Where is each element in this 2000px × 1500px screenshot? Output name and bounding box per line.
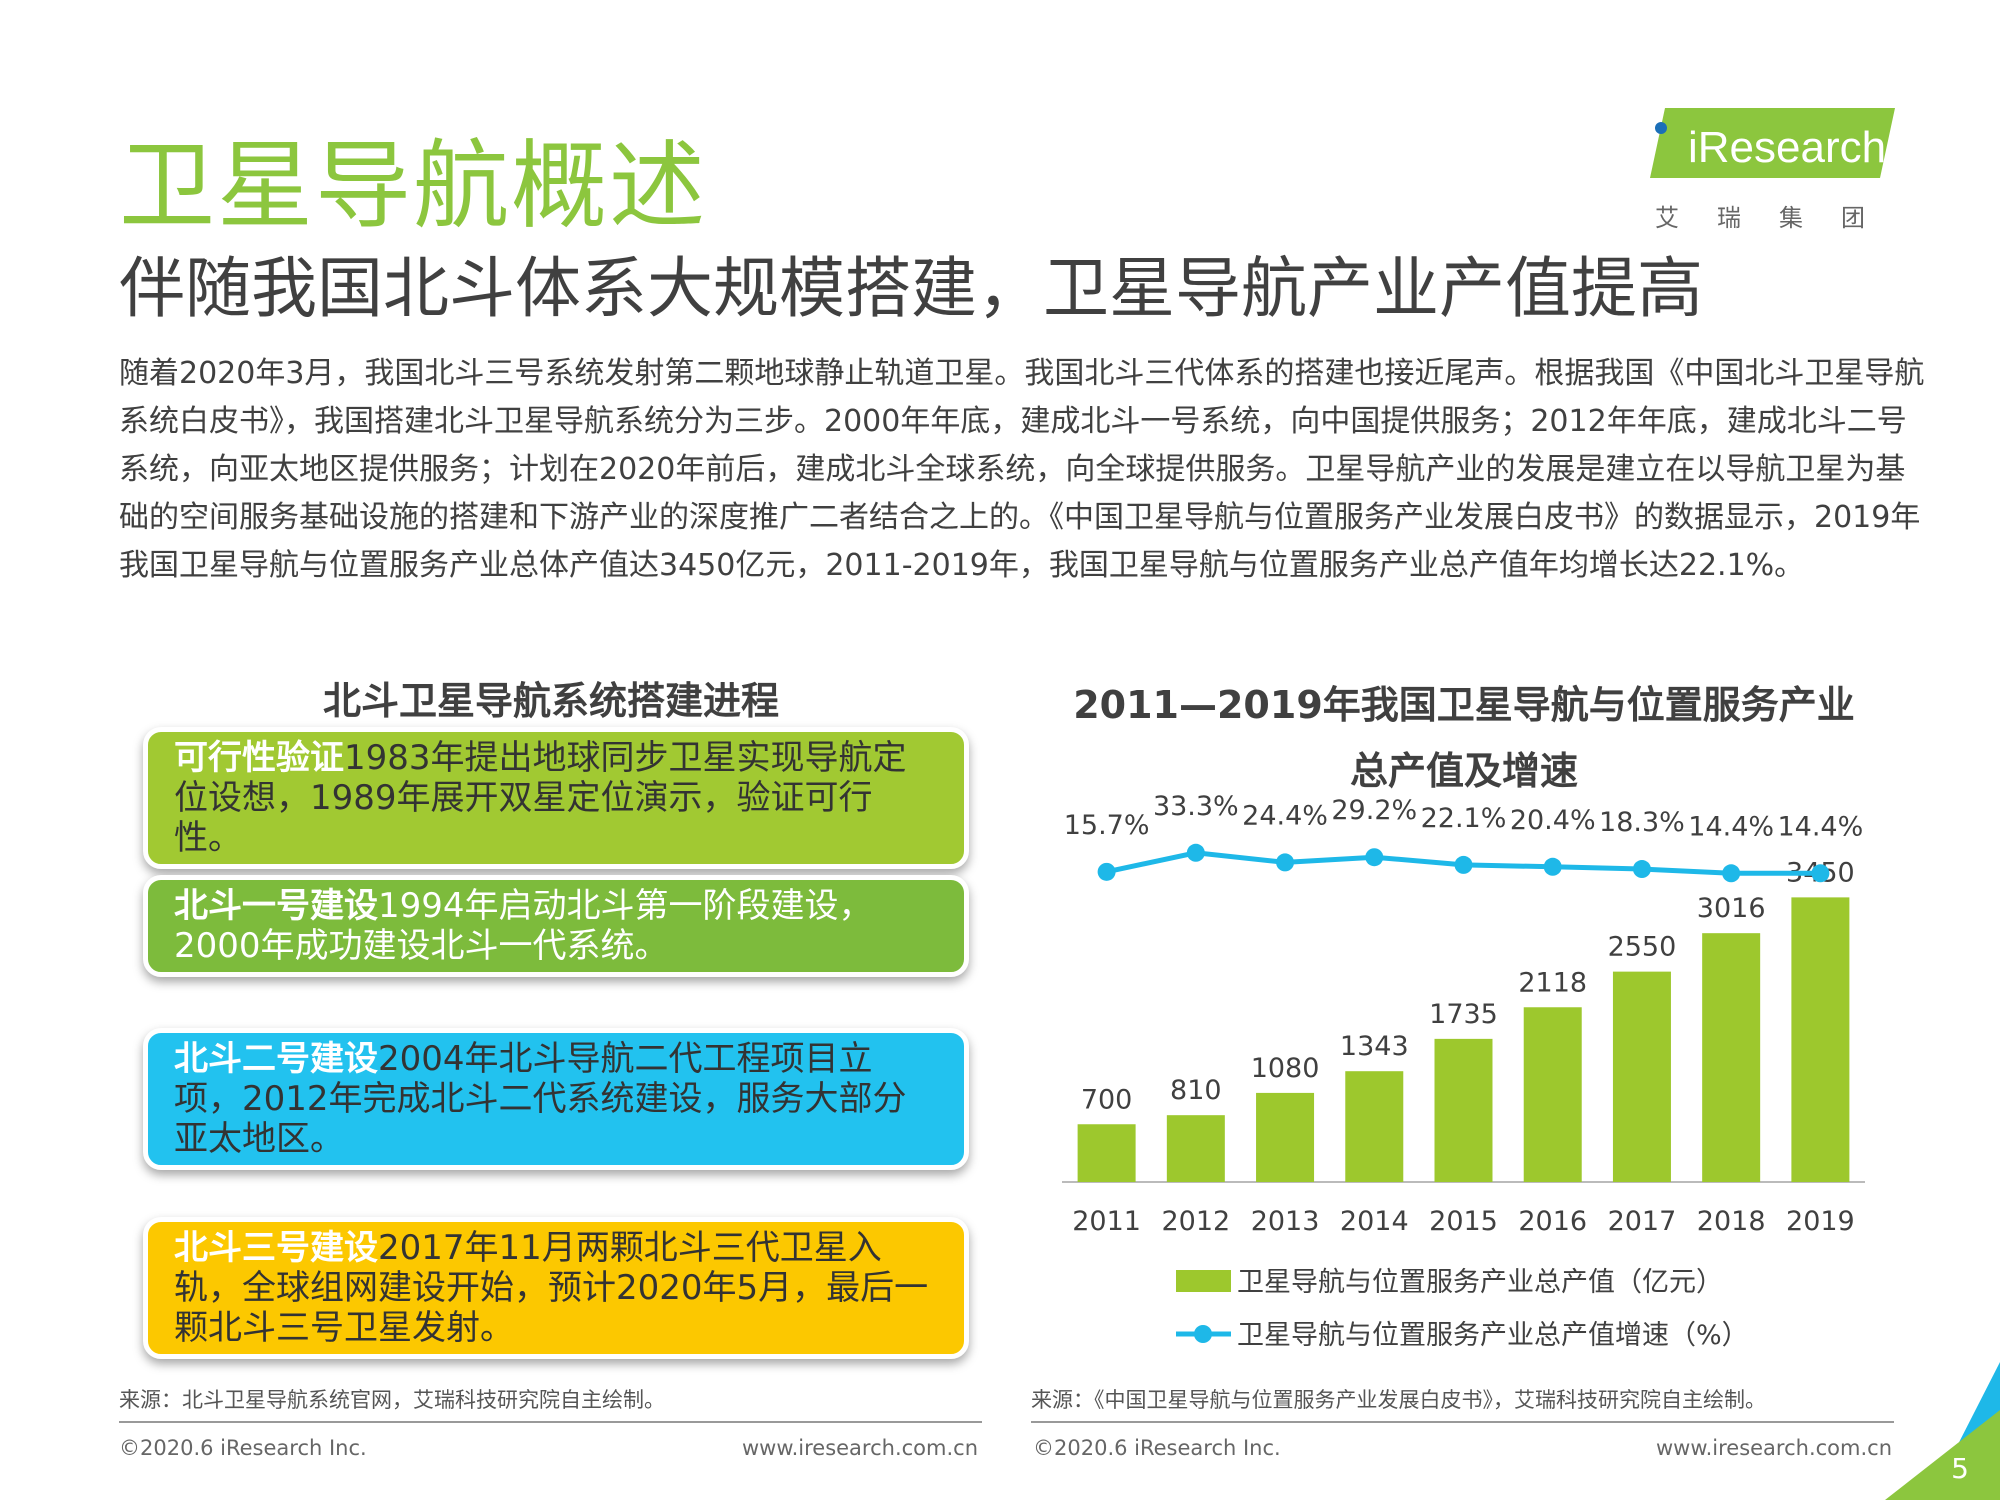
x-tick-label: 2014 [1340, 1206, 1409, 1237]
copyright: ©2020.6 iResearch Inc. [1033, 1436, 1281, 1460]
x-tick-label: 2016 [1518, 1206, 1587, 1237]
bar [1077, 1124, 1136, 1182]
logo-sub: 艾瑞集团 [1655, 204, 1903, 232]
x-tick-label: 2019 [1786, 1206, 1855, 1237]
bar [1523, 1007, 1582, 1182]
bar [1702, 933, 1761, 1182]
value-label: 700 [1081, 1084, 1133, 1115]
step-label: 北斗三号建设 [174, 1228, 378, 1268]
step-text: 1994年启动北斗第一阶段建设，2000年成功建设北斗一代系统。 [174, 886, 873, 966]
website: www.iresearch.com.cn [742, 1436, 979, 1460]
value-label: 1080 [1251, 1053, 1320, 1084]
value-label: 22.1% [1421, 803, 1507, 834]
paragraph: 随着2020年3月，我国北斗三号系统发射第二颗地球静止轨道卫星。我国北斗三代体系… [119, 356, 1925, 583]
legend-label: 卫星导航与位置服务产业总产值（亿元） [1237, 1267, 1723, 1298]
step-text: 2017年11月两颗北斗三代卫星入轨，全球组网建设开始，预计2020年5月，最后… [174, 1228, 929, 1348]
point [1811, 864, 1830, 883]
point [1365, 848, 1384, 867]
page-number: 5 [1951, 1452, 1969, 1485]
legend-swatch [1194, 1325, 1212, 1343]
step-label: 北斗二号建设 [174, 1039, 378, 1079]
source: 来源：《中国卫星导航与位置服务产业发展白皮书》，艾瑞科技研究院自主绘制。 [1031, 1388, 1766, 1412]
point [1276, 853, 1295, 872]
x-tick-label: 2012 [1161, 1206, 1230, 1237]
step-text: 2004年北斗导航二代工程项目立项，2012年完成北斗二代系统建设，服务大部分亚… [174, 1039, 907, 1159]
logo-dot [1655, 122, 1667, 134]
process-title: 北斗卫星导航系统搭建进程 [322, 679, 779, 723]
logo: iResearch [1688, 123, 1887, 172]
value-label: 1343 [1340, 1031, 1409, 1062]
value-label: 29.2% [1331, 795, 1417, 826]
value-label: 1735 [1429, 999, 1498, 1030]
point [1543, 857, 1562, 876]
source: 来源：北斗卫星导航系统官网，艾瑞科技研究院自主绘制。 [119, 1388, 665, 1412]
step-text: 1983年提出地球同步卫星实现导航定位设想，1989年展开双星定位演示，验证可行… [174, 738, 907, 858]
website: www.iresearch.com.cn [1656, 1436, 1893, 1460]
x-tick-label: 2015 [1429, 1206, 1498, 1237]
step-label: 北斗一号建设 [174, 886, 378, 926]
step-box: 可行性验证1983年提出地球同步卫星实现导航定位设想，1989年展开双星定位演示… [143, 727, 969, 869]
step-box: 北斗二号建设2004年北斗导航二代工程项目立项，2012年完成北斗二代系统建设，… [143, 1028, 969, 1170]
subtitle: 伴随我国北斗体系大规模搭建，卫星导航产业产值提高 [119, 250, 1703, 327]
point [1097, 862, 1116, 881]
bar [1256, 1092, 1315, 1182]
value-label: 15.7% [1064, 810, 1150, 841]
corner-green [1885, 1410, 2000, 1500]
step-box: 北斗一号建设1994年启动北斗第一阶段建设，2000年成功建设北斗一代系统。 [143, 875, 969, 977]
step-label: 可行性验证 [174, 738, 344, 778]
step-box: 北斗三号建设2017年11月两颗北斗三代卫星入轨，全球组网建设开始，预计2020… [143, 1217, 969, 1359]
bar [1791, 897, 1850, 1182]
title: 卫星导航概述 [119, 130, 707, 242]
bar [1345, 1071, 1404, 1182]
legend-swatch [1176, 1270, 1231, 1292]
chart-title: 2011—2019年我国卫星导航与位置服务产业总产值及增速 [1073, 683, 1855, 793]
bar [1434, 1038, 1493, 1182]
value-label: 810 [1170, 1075, 1222, 1106]
legend-label: 卫星导航与位置服务产业总产值增速（%） [1237, 1320, 1749, 1351]
value-label: 3016 [1697, 893, 1766, 924]
point [1632, 860, 1651, 879]
value-label: 14.4% [1777, 811, 1863, 842]
point [1186, 843, 1205, 862]
value-label: 14.4% [1688, 811, 1774, 842]
value-label: 2118 [1518, 967, 1587, 998]
x-tick-label: 2017 [1608, 1206, 1677, 1237]
point [1722, 864, 1741, 883]
value-label: 18.3% [1599, 807, 1685, 838]
value-label: 2550 [1608, 932, 1677, 963]
bar [1166, 1115, 1225, 1182]
value-label: 33.3% [1153, 791, 1239, 822]
x-tick-label: 2011 [1072, 1206, 1141, 1237]
logo-shape [1650, 108, 1895, 178]
value-label: 24.4% [1242, 800, 1328, 831]
value-label: 20.4% [1510, 805, 1596, 836]
bar [1612, 971, 1671, 1182]
x-tick-label: 2018 [1697, 1206, 1766, 1237]
x-tick-label: 2013 [1251, 1206, 1320, 1237]
copyright: ©2020.6 iResearch Inc. [119, 1436, 367, 1460]
point [1454, 855, 1473, 874]
